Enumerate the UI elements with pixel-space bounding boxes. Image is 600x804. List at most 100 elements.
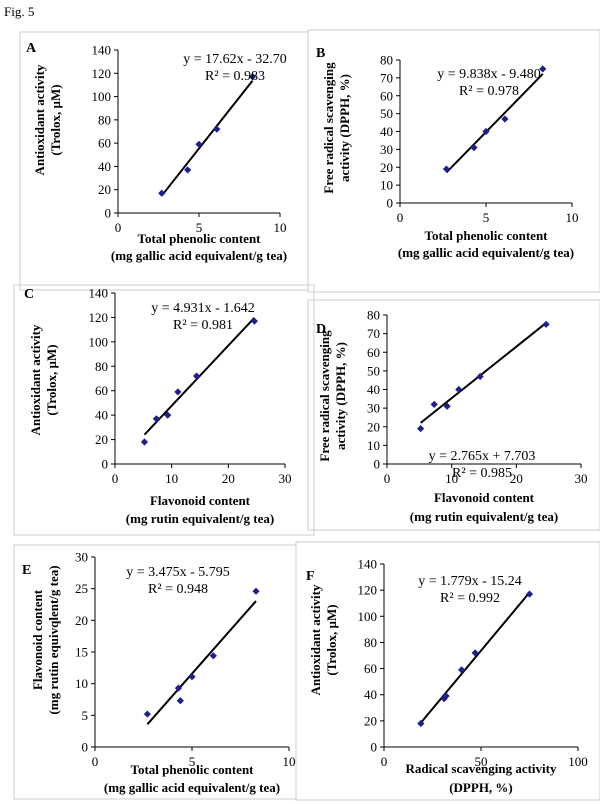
panel-frame (307, 29, 600, 293)
data-point (417, 425, 425, 433)
trend-r2: R² = 0.992 (440, 591, 500, 606)
trend-r2: R² = 0.985 (452, 466, 512, 481)
y-tick-label: 20 (367, 419, 380, 434)
data-point (442, 165, 451, 173)
figure-label: Fig. 5 (4, 4, 35, 19)
trend-equation: y = 17.62x - 32.70 (183, 52, 287, 67)
y-tick-label: 100 (89, 334, 109, 349)
data-point (501, 115, 509, 123)
panel-letter: F (306, 569, 315, 584)
data-point (476, 372, 484, 381)
y-tick-label: 70 (367, 326, 380, 341)
trend-r2: R² = 0.948 (148, 582, 208, 597)
panel-letter: D (316, 322, 326, 337)
data-point (143, 710, 151, 718)
y-tick-label: 50 (380, 106, 393, 121)
y-tick-label: 0 (102, 457, 109, 472)
x-axis-label: Total phenolic content (130, 762, 254, 777)
panel-frame (307, 299, 600, 531)
chart-panel-f: F 0 20 40 60 80 100 120 140 0 50 100 y = 1.779x - 15… (295, 541, 600, 801)
panel-letter: B (316, 46, 325, 61)
y-tick-label: 0 (387, 196, 394, 211)
trend-equation: y = 1.779x - 15.24 (418, 574, 522, 589)
y-tick-label: 0 (82, 740, 89, 755)
y-tick-label: 60 (380, 88, 393, 103)
y-tick-label: 120 (358, 583, 378, 598)
x-tick-label: 10 (165, 471, 178, 486)
x-axis-label: (mg gallic acid equivalent/g tea) (398, 245, 574, 260)
trendline (160, 80, 254, 197)
data-point (417, 719, 425, 728)
x-tick-label: 0 (381, 754, 388, 769)
data-point (213, 125, 221, 133)
y-tick-label: 10 (380, 178, 393, 193)
trendline (146, 600, 257, 725)
y-tick-label: 40 (367, 382, 380, 397)
x-tick-label: 0 (115, 220, 122, 235)
y-tick-label: 80 (98, 112, 111, 127)
data-point (470, 143, 478, 152)
y-tick-label: 10 (75, 676, 88, 691)
y-tick-label: 40 (364, 687, 377, 702)
data-point (250, 317, 258, 325)
trend-r2: R² = 0.983 (205, 69, 265, 84)
trend-equation: y = 9.838x - 9.480 (437, 67, 541, 82)
trend-equation: y = 3.475x - 5.795 (126, 565, 230, 580)
x-tick-label: 20 (222, 471, 235, 486)
chart-panel-c: C 0 20 40 60 80 100 120 140 0 10 20 30 y = 4.931x - 1… (13, 284, 315, 536)
y-tick-label: 80 (95, 359, 108, 374)
y-tick-label: 140 (92, 43, 112, 58)
x-axis-label: Radical scavenging activity (406, 761, 557, 776)
y-tick-label: 10 (367, 438, 380, 453)
x-axis-label: (mg gallic acid equivalent/g tea) (104, 780, 280, 795)
y-axis-label: (mg rutin equivqlent/g tea) (46, 565, 61, 714)
trendline (420, 322, 547, 424)
trend-r2: R² = 0.978 (459, 84, 519, 99)
panel-frame (295, 541, 600, 801)
y-axis-label: (Trolox, µM) (44, 344, 59, 415)
y-tick-label: 15 (75, 645, 88, 660)
y-axis-label: (Trolox, µM) (48, 84, 63, 155)
data-point (482, 127, 490, 136)
data-point (140, 438, 149, 446)
chart-panel-d: D 0 10 20 30 40 50 60 70 80 0 10 20 30 y = 2.765x + 7.… (307, 299, 600, 531)
y-axis-label: Flavonoid content (30, 589, 45, 690)
data-point (209, 652, 217, 660)
x-axis-label: Total phenolic content (137, 231, 261, 246)
trendline (445, 73, 544, 174)
data-point (440, 695, 448, 703)
panel-frame (13, 284, 315, 536)
data-point (443, 402, 451, 410)
y-axis-label: activity (DPPH, %) (333, 342, 348, 450)
trendline (420, 591, 531, 724)
data-point (174, 388, 182, 396)
y-tick-label: 100 (358, 609, 378, 624)
y-tick-label: 60 (95, 383, 108, 398)
y-tick-label: 5 (82, 708, 89, 723)
y-tick-label: 25 (75, 581, 88, 596)
panel-letter: E (22, 563, 31, 578)
y-tick-label: 30 (367, 401, 380, 416)
data-point (152, 415, 160, 423)
data-point (430, 400, 438, 408)
x-axis-label: Flavonoid content (150, 493, 251, 508)
data-point (542, 320, 550, 328)
trend-r2: R² = 0.981 (173, 318, 233, 333)
panel-letter: C (24, 287, 34, 302)
y-tick-label: 80 (364, 635, 377, 650)
x-tick-label: 0 (92, 754, 99, 769)
x-tick-label: 5 (189, 754, 196, 769)
y-tick-label: 20 (364, 713, 377, 728)
y-tick-label: 40 (380, 124, 393, 139)
x-tick-label: 0 (397, 210, 404, 225)
data-point (539, 65, 547, 73)
x-tick-label: 50 (475, 754, 488, 769)
data-point (193, 372, 201, 380)
y-axis-label: Antioxidant activity (308, 584, 323, 695)
x-tick-label: 0 (384, 471, 391, 486)
x-tick-label: 10 (566, 210, 579, 225)
data-point (176, 697, 184, 705)
data-point (471, 649, 479, 657)
data-point (525, 590, 534, 598)
y-tick-label: 20 (380, 160, 393, 175)
